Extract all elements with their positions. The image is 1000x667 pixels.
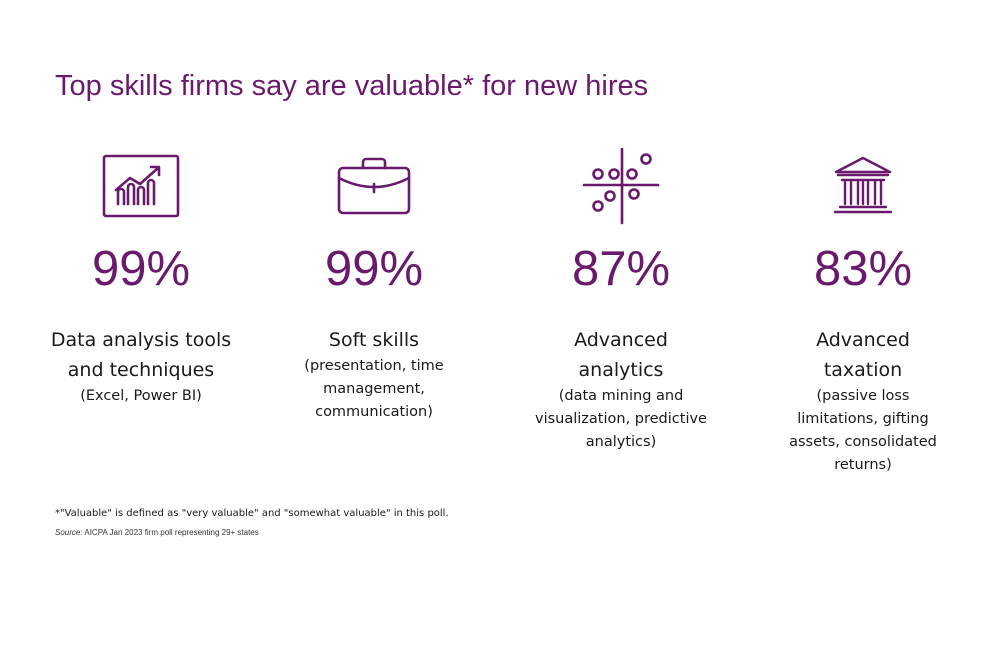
footnote: *"Valuable" is defined as "very valuable… xyxy=(55,508,449,519)
skill-label: Data analysis tools and techniques xyxy=(50,329,232,381)
skill-detail: (presentation, time management, communic… xyxy=(304,358,444,420)
source-note: Source: AICPA Jan 2023 firm poll represe… xyxy=(55,528,259,537)
skill-detail: (data mining and visualization, predicti… xyxy=(535,388,707,450)
scatter-quadrant-icon xyxy=(496,145,746,227)
percent-value: 83% xyxy=(813,242,913,296)
briefcase-icon xyxy=(249,145,499,227)
stat-advanced-analytics: 87% Advanced analytics (data mining and … xyxy=(496,145,746,454)
percent-value: 99% xyxy=(91,242,191,296)
skill-label: Advanced taxation xyxy=(816,329,910,381)
stat-advanced-taxation: 83% Advanced taxation (passive loss limi… xyxy=(738,145,988,477)
bank-building-icon xyxy=(738,145,988,227)
stat-soft-skills: 99% Soft skills (presentation, time mana… xyxy=(249,145,499,424)
percent-value: 87% xyxy=(571,242,671,296)
skill-label: Advanced analytics xyxy=(574,329,668,381)
skill-label: Soft skills xyxy=(328,329,420,351)
stat-data-analysis: 99% Data analysis tools and techniques (… xyxy=(16,145,266,408)
page-title: Top skills firms say are valuable* for n… xyxy=(55,70,649,102)
skill-detail: (Excel, Power BI) xyxy=(80,388,202,404)
source-label: Source: xyxy=(55,528,83,537)
skill-detail: (passive loss limitations, gifting asset… xyxy=(789,388,937,473)
percent-value: 99% xyxy=(324,242,424,296)
chart-growth-icon xyxy=(16,145,266,227)
source-text: AICPA Jan 2023 firm poll representing 29… xyxy=(82,528,259,537)
